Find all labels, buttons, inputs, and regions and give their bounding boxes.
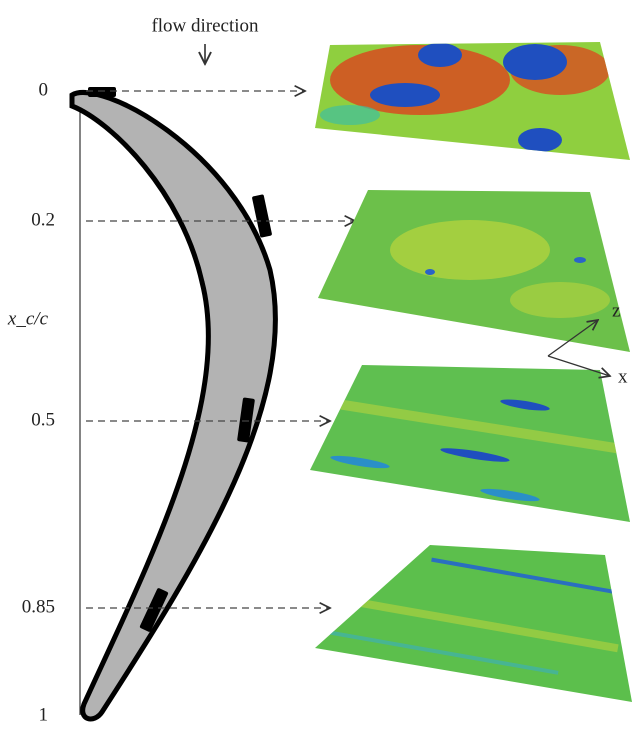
surface-1 [300, 180, 633, 360]
station-label: 0.2 [31, 209, 55, 230]
surface-2 [300, 360, 633, 530]
station-label: 0 [39, 79, 49, 100]
axis-label: x_c/c [7, 308, 49, 329]
flow-label: flow direction [151, 15, 259, 36]
station-label: 0.85 [22, 596, 55, 617]
station-label: 0.5 [31, 409, 55, 430]
figure: flow direction 0 0.2 x_c/c 0.5 0.85 1 [0, 0, 633, 725]
x-label: x [618, 366, 628, 387]
station-label: 1 [39, 704, 49, 725]
z-label: z [612, 300, 620, 321]
surface-0 [300, 30, 633, 170]
surface-3 [300, 540, 633, 710]
